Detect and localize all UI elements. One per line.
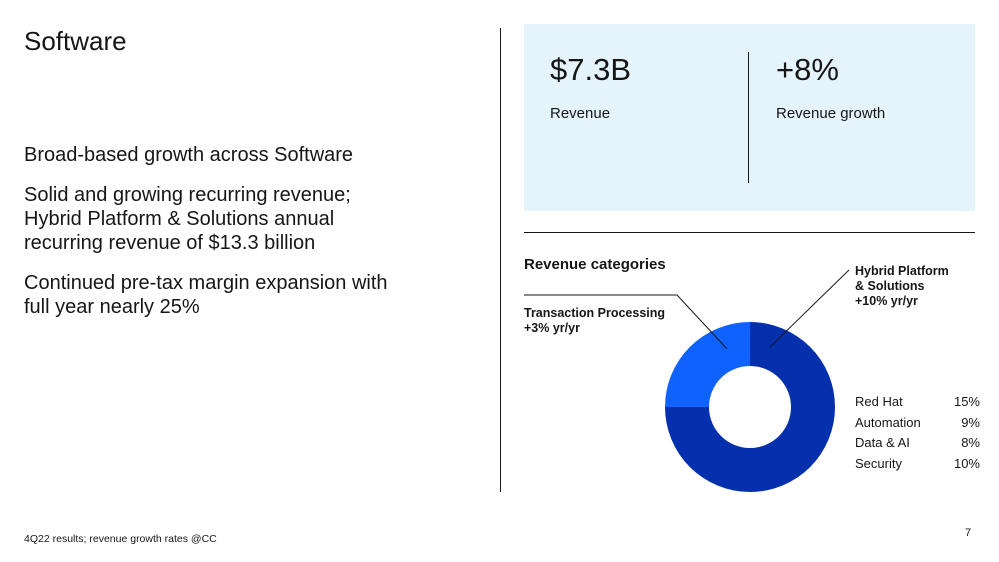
callout-hybrid-platform: Hybrid Platform & Solutions +10% yr/yr bbox=[855, 264, 949, 308]
kpi-panel: $7.3B Revenue +8% Revenue growth bbox=[524, 24, 975, 211]
slide-title: Software bbox=[24, 26, 127, 56]
bullet-item: Continued pre-tax margin expansion with … bbox=[24, 272, 388, 318]
leader-line-transaction bbox=[524, 294, 727, 349]
legend-item-automation: Automation 9% bbox=[855, 413, 980, 434]
leader-line-hybrid bbox=[769, 269, 850, 348]
vertical-divider bbox=[500, 28, 501, 492]
callout-transaction-processing: Transaction Processing +3% yr/yr bbox=[524, 306, 666, 335]
legend-value: 15% bbox=[953, 394, 980, 409]
bullet-list: Broad-based growth across Software Solid… bbox=[24, 143, 414, 335]
revenue-growth-value: +8% bbox=[776, 52, 839, 87]
donut-slice-hybrid-platform-solutions bbox=[665, 322, 835, 492]
legend-label: Security bbox=[855, 455, 902, 471]
legend-label: Red Hat bbox=[855, 394, 903, 409]
kpi-divider bbox=[748, 52, 749, 183]
legend-value: 9% bbox=[961, 414, 980, 430]
revenue-growth-label: Revenue growth bbox=[776, 105, 886, 122]
legend-label: Data & AI bbox=[855, 435, 910, 450]
chart-title: Revenue categories bbox=[524, 256, 666, 273]
page-number: 7 bbox=[965, 527, 972, 539]
legend-item-security: Security 10% bbox=[855, 454, 980, 475]
legend-item-red-hat: Red Hat 15% bbox=[855, 392, 980, 413]
bullet-item: Broad-based growth across Software bbox=[24, 144, 354, 166]
revenue-value: $7.3B bbox=[550, 52, 632, 87]
footer-note: 4Q22 results; revenue growth rates @CC bbox=[24, 533, 217, 545]
chart-legend: Red Hat 15% Automation 9% Data & AI 8% S… bbox=[855, 392, 980, 474]
legend-item-data-ai: Data & AI 8% bbox=[855, 433, 980, 454]
legend-label: Automation bbox=[855, 414, 921, 430]
section-rule bbox=[524, 232, 975, 233]
bullet-item: Solid and growing recurring revenue; Hyb… bbox=[24, 184, 351, 254]
legend-value: 10% bbox=[953, 455, 980, 471]
donut-slice-transaction-processing bbox=[665, 322, 750, 407]
legend-value: 8% bbox=[961, 435, 980, 450]
revenue-label: Revenue bbox=[550, 105, 611, 122]
